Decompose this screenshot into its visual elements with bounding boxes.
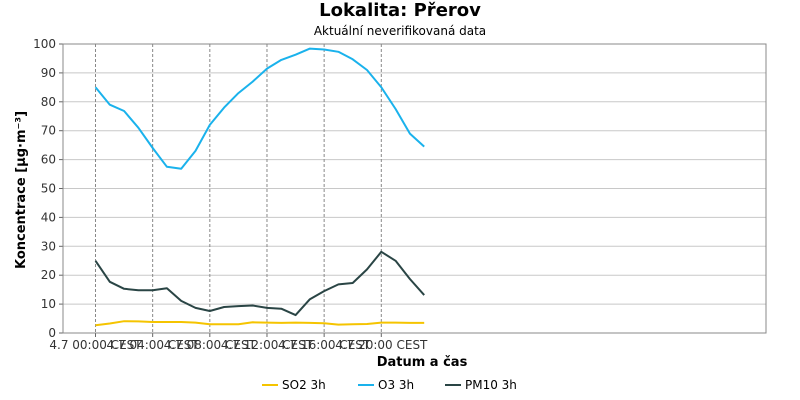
y-tick-label: 80 xyxy=(41,95,56,109)
legend-label: PM10 3h xyxy=(465,378,517,392)
x-tick-label: 4.7 16:00 CEST xyxy=(278,338,371,352)
y-tick-label: 70 xyxy=(41,124,56,138)
y-tick-label: 90 xyxy=(41,66,56,80)
y-tick-label: 0 xyxy=(48,326,56,340)
x-tick-label: 4.7 12:00 CEST xyxy=(221,338,314,352)
y-tick-label: 50 xyxy=(41,182,56,196)
legend-item: PM10 3h xyxy=(445,378,517,392)
x-tick-label: 4.7 00:00 CEST xyxy=(49,338,142,352)
chart-subtitle: Aktuální neverifikovaná data xyxy=(313,24,487,38)
legend-item: O3 3h xyxy=(358,378,414,392)
legend-item: SO2 3h xyxy=(262,378,326,392)
x-tick-label: 4.7 20:00 CEST xyxy=(335,338,428,352)
legend-label: SO2 3h xyxy=(282,378,326,392)
y-tick-label: 40 xyxy=(41,210,56,224)
series-line-o3-3h xyxy=(94,47,425,170)
x-axis-title: Datum a čas xyxy=(377,355,468,370)
x-tick-label: 4.7 04:00 CEST xyxy=(107,338,200,352)
plot-border xyxy=(62,43,767,334)
chart-title: Lokalita: Přerov xyxy=(319,0,481,21)
series-line-pm10-3h xyxy=(94,250,425,317)
y-tick-label: 30 xyxy=(41,239,56,253)
x-tick-label: 4.7 08:00 CEST xyxy=(164,338,257,352)
y-tick-label: 100 xyxy=(33,37,56,51)
y-tick-label: 60 xyxy=(41,153,56,167)
y-axis-title: Koncentrace [µg·m⁻³] xyxy=(14,111,29,269)
legend-label: O3 3h xyxy=(378,378,414,392)
y-tick-label: 20 xyxy=(41,268,56,282)
series-line-so2-3h xyxy=(95,320,425,327)
y-tick-label: 10 xyxy=(41,297,56,311)
